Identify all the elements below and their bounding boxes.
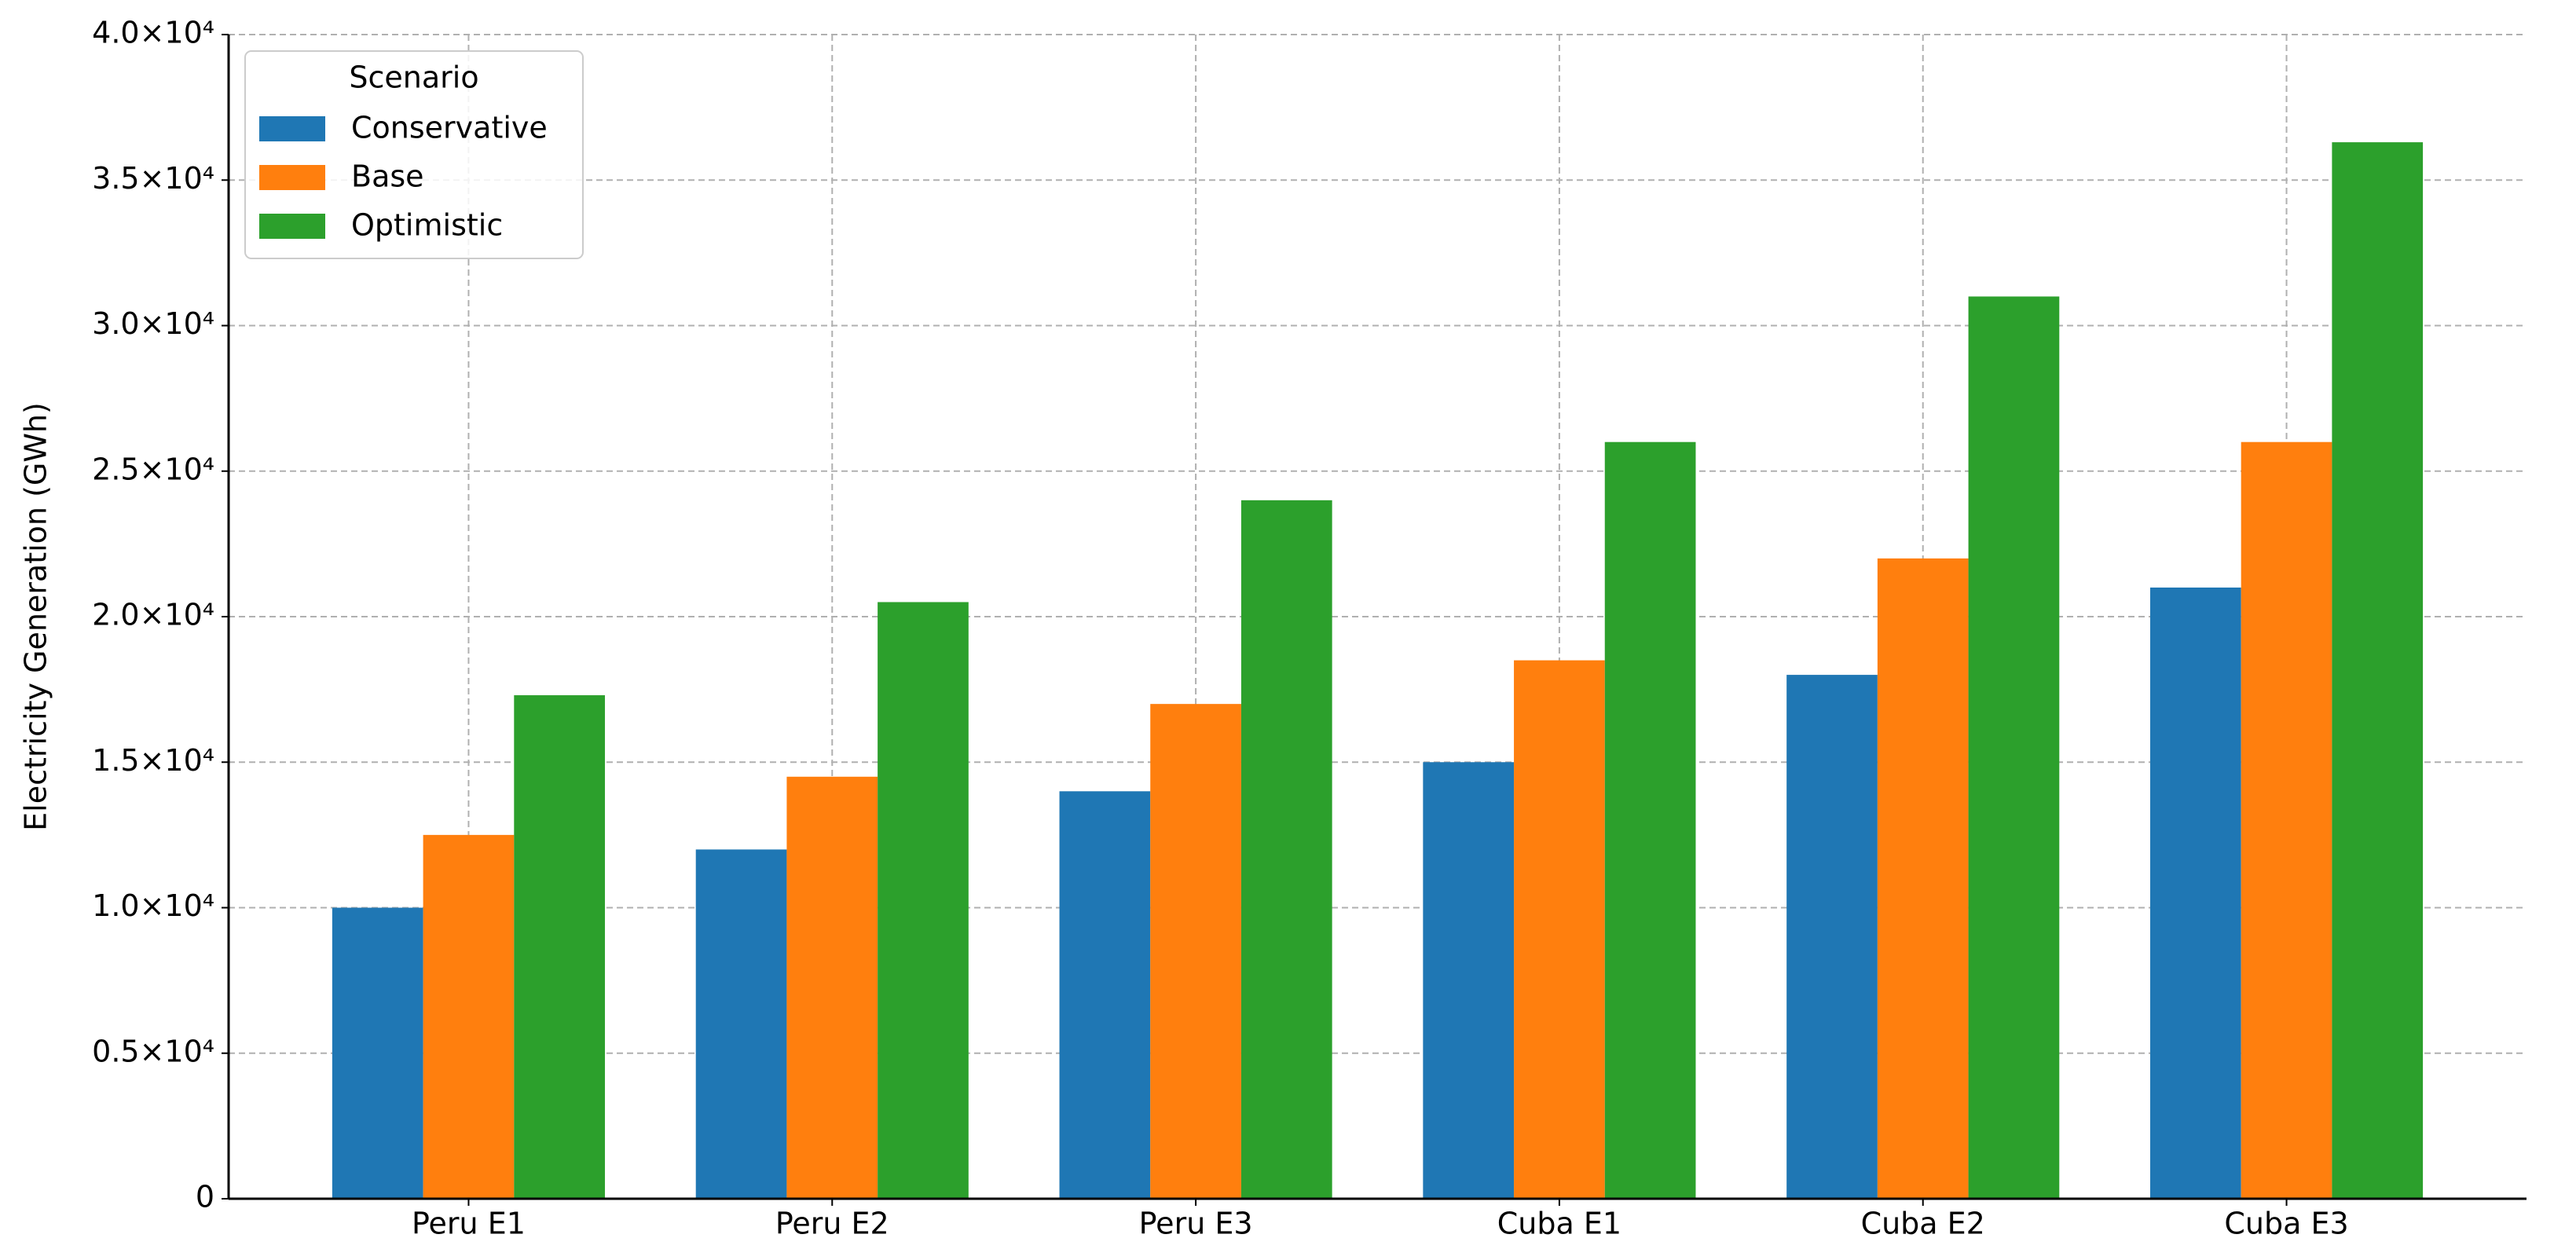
y-tick-label: 0 (196, 1180, 214, 1214)
legend-swatch (259, 165, 325, 190)
legend-label: Base (351, 159, 424, 194)
x-tick-label: Peru E3 (1139, 1207, 1253, 1241)
bar (2149, 587, 2241, 1199)
bar (2332, 142, 2424, 1200)
bar (1423, 762, 1515, 1199)
bar (1514, 660, 1605, 1199)
y-tick-label: 3.5×10⁴ (92, 161, 214, 196)
y-tick-label: 4.0×10⁴ (92, 16, 214, 50)
bar (1604, 441, 1696, 1199)
bar (332, 907, 423, 1199)
bar (1968, 296, 2060, 1200)
bar (1059, 791, 1151, 1199)
bar (1240, 500, 1332, 1199)
y-axis-label: Electricity Generation (GWh) (19, 402, 53, 831)
y-tick-label: 1.5×10⁴ (92, 743, 214, 778)
bar (1150, 704, 1241, 1199)
bar (423, 834, 515, 1199)
x-tick-label: Cuba E1 (1497, 1207, 1621, 1241)
y-tick-label: 0.5×10⁴ (92, 1034, 214, 1068)
bar (878, 602, 969, 1199)
bar (2241, 441, 2332, 1199)
legend-label: Conservative (351, 111, 548, 145)
bar (1786, 675, 1878, 1199)
legend-swatch (259, 214, 325, 239)
y-tick-label: 3.0×10⁴ (92, 306, 214, 341)
legend-label: Optimistic (351, 208, 503, 243)
bar (786, 776, 878, 1199)
x-tick-label: Cuba E2 (1861, 1207, 1985, 1241)
legend-swatch (259, 116, 325, 141)
x-tick-label: Peru E2 (775, 1207, 889, 1241)
bar (1877, 558, 1969, 1199)
x-tick-label: Peru E1 (412, 1207, 526, 1241)
y-tick-label: 1.0×10⁴ (92, 888, 214, 923)
legend-box (244, 50, 584, 259)
x-tick-label: Cuba E3 (2224, 1207, 2348, 1241)
bar (514, 695, 606, 1199)
legend-title: Scenario (349, 60, 478, 95)
bar (695, 849, 787, 1199)
y-tick-label: 2.5×10⁴ (92, 452, 214, 486)
y-tick-label: 2.0×10⁴ (92, 598, 214, 632)
